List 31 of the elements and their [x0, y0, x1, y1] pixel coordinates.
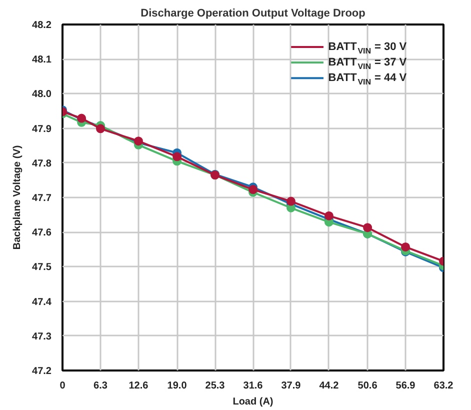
x-tick-label: 50.6: [358, 380, 378, 392]
y-tick-label: 47.3: [32, 331, 52, 342]
y-tick-label: 47.6: [32, 228, 52, 239]
y-tick-label: 48.2: [32, 20, 52, 31]
x-tick-label: 31.6: [243, 380, 264, 392]
y-tick-label: 48.1: [32, 54, 52, 66]
x-tick-label: 37.9: [281, 380, 302, 392]
x-tick-label: 44.2: [319, 380, 340, 392]
point: [248, 185, 258, 194]
y-tick-label: 47.2: [32, 366, 52, 377]
x-axis-title: Load (A): [232, 396, 274, 408]
y-tick-label: 47.8: [32, 158, 52, 170]
x-tick-label: 56.9: [396, 380, 416, 392]
y-tick-label: 48.0: [32, 89, 52, 100]
chart-title: Discharge Operation Output Voltage Droop: [140, 8, 366, 20]
y-axis-title: Backplane Voltage (V): [12, 145, 24, 250]
y-tick-label: 47.4: [32, 296, 52, 308]
y-tick-label: 47.9: [32, 124, 52, 135]
y-tick-label: 47.7: [32, 193, 52, 204]
x-tick-label: 12.6: [128, 380, 149, 392]
x-tick-label: 0: [60, 380, 66, 392]
point: [363, 223, 372, 232]
point: [286, 196, 296, 206]
x-tick-label: 6.3: [94, 380, 108, 392]
point: [401, 242, 410, 252]
point: [172, 152, 182, 162]
x-tick-label: 63.2: [434, 380, 454, 392]
y-tick-label: 47.5: [32, 262, 52, 274]
x-tick-label: 25.3: [205, 380, 226, 392]
point: [324, 211, 334, 220]
x-tick-label: 19.0: [167, 380, 188, 392]
